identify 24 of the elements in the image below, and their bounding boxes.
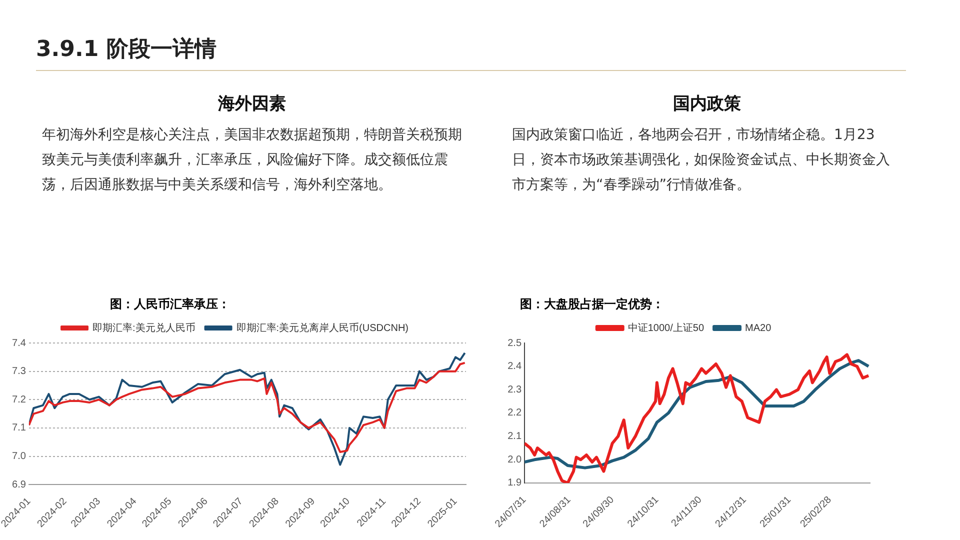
chart-title: 图：人民币汇率承压： xyxy=(109,296,231,313)
y-tick-label: 2.0 xyxy=(508,454,522,466)
y-tick-label: 2.3 xyxy=(508,384,522,396)
text: 国内政策 xyxy=(672,93,742,115)
legend-label: MA20 xyxy=(745,322,772,334)
y-tick-label: 6.9 xyxy=(12,479,26,490)
y-tick-label: 1.9 xyxy=(508,478,522,489)
text: 国内政策窗口临近，各地两会召开，市场情绪企稳。1月23日，资本市场政策基调强化，如保险资金试点、中长期资金入市方案等，为“春季躁动”行情做准备。 xyxy=(512,126,891,195)
y-tick-label: 2.4 xyxy=(508,361,522,372)
y-tick-label: 2.2 xyxy=(508,408,522,419)
y-tick-label: 7.2 xyxy=(12,394,26,406)
legend-label: 中证1000/上证50 xyxy=(628,322,704,334)
y-tick-label: 2.1 xyxy=(508,431,522,442)
y-tick-label: 7.3 xyxy=(12,366,26,378)
legend-label: 即期汇率:美元兑离岸人民币(USDCNH) xyxy=(236,322,408,334)
text: 海外因素 xyxy=(217,93,287,115)
text: 年初海外利空是核心关注点，美国非农数据超预期，特朗普关税预期致美元与美债利率飙升，汇率承压，风险偏好下降。成交额低位震荡，后因通胀数据与中美关系缓和信号，海外利空落地。 xyxy=(42,126,462,195)
y-tick-label: 7.0 xyxy=(12,451,26,462)
chart-title: 图：大盘股占据一定优势： xyxy=(519,296,665,313)
y-tick-label: 2.5 xyxy=(508,338,522,349)
legend-label: 即期汇率:美元兑人民币 xyxy=(92,322,196,334)
y-tick-label: 7.1 xyxy=(12,422,26,434)
y-tick-label: 7.4 xyxy=(12,338,26,349)
text: 3.9.1 阶段一详情 xyxy=(36,34,906,71)
